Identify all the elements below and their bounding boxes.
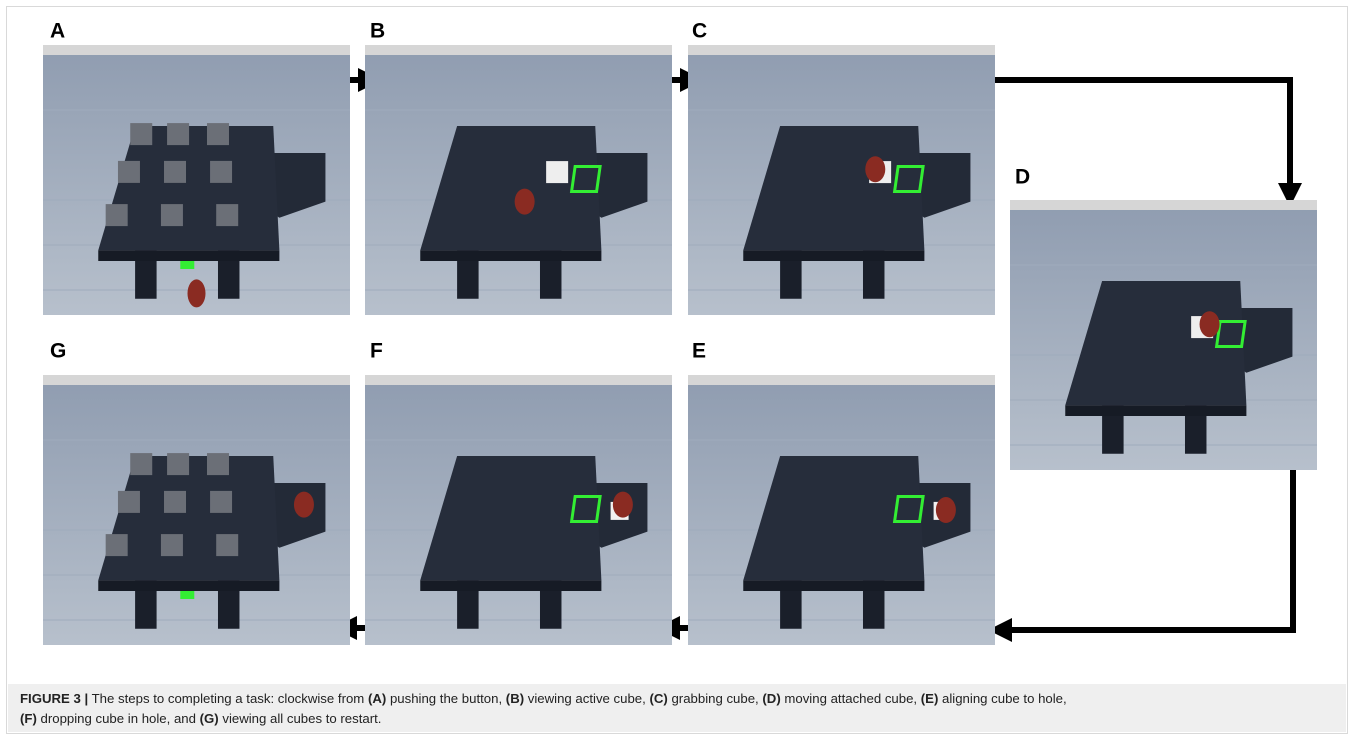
figure-label: FIGURE 3 | bbox=[20, 691, 88, 706]
active-cube bbox=[546, 161, 568, 183]
table-front bbox=[420, 580, 601, 591]
panel bbox=[1010, 200, 1317, 470]
ref: (C) bbox=[649, 691, 667, 706]
hand bbox=[936, 497, 956, 523]
panel bbox=[365, 45, 672, 315]
cube bbox=[130, 453, 152, 475]
wall bbox=[688, 375, 995, 385]
cube bbox=[130, 123, 152, 145]
cube bbox=[216, 534, 238, 556]
cube bbox=[207, 123, 229, 145]
panel bbox=[43, 375, 350, 645]
cube bbox=[167, 123, 189, 145]
cube bbox=[161, 534, 183, 556]
caption-item: dropping cube in hole, and bbox=[41, 711, 196, 726]
panel-letter: F bbox=[370, 340, 383, 363]
hand bbox=[865, 156, 885, 182]
table-front bbox=[743, 250, 924, 261]
cube bbox=[167, 453, 189, 475]
button bbox=[180, 591, 194, 599]
cube bbox=[164, 491, 186, 513]
caption-item: aligning cube to hole, bbox=[942, 691, 1067, 706]
caption-item: moving attached cube, bbox=[784, 691, 917, 706]
cube bbox=[161, 204, 183, 226]
ref: (B) bbox=[506, 691, 524, 706]
panel-letter: A bbox=[50, 20, 65, 43]
table-front bbox=[743, 580, 924, 591]
panel-letter: C bbox=[692, 20, 707, 43]
cube bbox=[210, 491, 232, 513]
arrow bbox=[1000, 458, 1293, 630]
wall bbox=[365, 375, 672, 385]
panel bbox=[688, 375, 995, 645]
hand bbox=[188, 279, 206, 307]
panel-letter: G bbox=[50, 340, 66, 363]
button bbox=[180, 261, 194, 269]
ref: (D) bbox=[762, 691, 780, 706]
table-front bbox=[98, 250, 279, 261]
ref: (E) bbox=[921, 691, 939, 706]
panel bbox=[688, 45, 995, 315]
panel-letter: E bbox=[692, 340, 706, 363]
caption-intro: The steps to completing a task: clockwis… bbox=[92, 691, 365, 706]
cube bbox=[118, 161, 140, 183]
caption-item: viewing all cubes to restart. bbox=[222, 711, 381, 726]
caption-item: pushing the button, bbox=[390, 691, 502, 706]
cube bbox=[216, 204, 238, 226]
table-front bbox=[1065, 405, 1246, 416]
table-front bbox=[420, 250, 601, 261]
panel bbox=[43, 45, 350, 315]
ref: (A) bbox=[368, 691, 386, 706]
cube bbox=[106, 204, 128, 226]
cube bbox=[106, 534, 128, 556]
hand bbox=[294, 492, 314, 518]
ref: (F) bbox=[20, 711, 37, 726]
hand bbox=[613, 492, 633, 518]
caption-item: grabbing cube, bbox=[671, 691, 758, 706]
page: {"panels": [{"label": "A"}, {"label": "B… bbox=[0, 0, 1356, 742]
table-front bbox=[98, 580, 279, 591]
wall bbox=[1010, 200, 1317, 210]
panel-letter: B bbox=[370, 20, 385, 43]
caption: FIGURE 3 | The steps to completing a tas… bbox=[8, 684, 1346, 732]
cube bbox=[164, 161, 186, 183]
cube bbox=[118, 491, 140, 513]
cube bbox=[207, 453, 229, 475]
wall bbox=[688, 45, 995, 55]
cube bbox=[210, 161, 232, 183]
panel bbox=[365, 375, 672, 645]
arrow bbox=[985, 80, 1290, 195]
wall bbox=[43, 45, 350, 55]
wall bbox=[43, 375, 350, 385]
ref: (G) bbox=[200, 711, 219, 726]
hand bbox=[1200, 311, 1220, 337]
figure: A B C D E F G bbox=[0, 0, 1356, 684]
caption-item: viewing active cube, bbox=[528, 691, 646, 706]
wall bbox=[365, 45, 672, 55]
hand bbox=[515, 189, 535, 215]
panel-letter: D bbox=[1015, 166, 1030, 189]
